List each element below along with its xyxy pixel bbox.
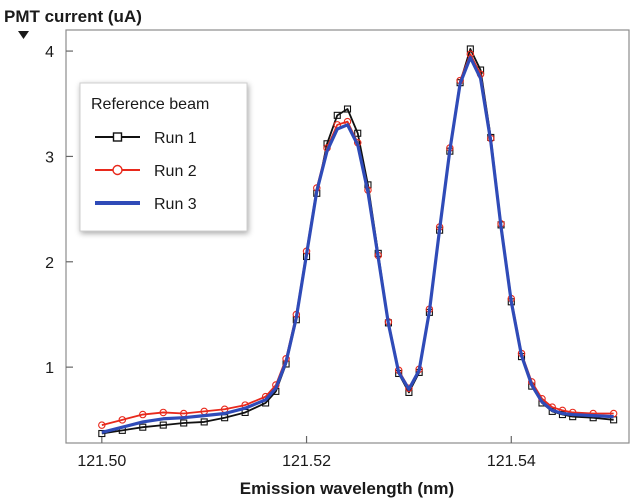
x-axis-title: Emission wavelength (nm) — [240, 479, 454, 498]
data-point-run-1 — [180, 419, 188, 427]
legend-title: Reference beam — [91, 96, 209, 113]
data-point-run-1 — [139, 423, 147, 431]
x-axis-ticks: 121.50 121.52 121.54 — [77, 436, 536, 470]
data-point-run-2 — [118, 416, 127, 424]
series-layer — [98, 45, 618, 438]
y-tick-label: 4 — [45, 44, 54, 61]
legend-label-run-3: Run 3 — [154, 196, 197, 213]
data-point-run-2 — [159, 408, 167, 417]
data-point-run-1 — [98, 429, 106, 438]
data-point-run-1 — [466, 45, 474, 53]
x-tick-label: 121.52 — [282, 453, 331, 470]
legend-label-run-2: Run 2 — [154, 163, 197, 180]
y-axis-arrow-icon — [18, 31, 29, 39]
data-point-run-2 — [405, 384, 413, 392]
plot-area-frame — [65, 29, 630, 444]
data-point-run-1 — [333, 111, 341, 119]
y-tick-label: 2 — [45, 255, 54, 272]
y-axis-title: PMT current (uA) — [4, 7, 142, 26]
legend-box — [79, 82, 248, 232]
series-run-3 — [101, 55, 614, 435]
x-tick-label: 121.50 — [77, 453, 126, 470]
data-point-run-1 — [159, 421, 167, 429]
data-point-run-1 — [343, 105, 352, 113]
legend-label-run-1: Run 1 — [154, 130, 197, 147]
y-tick-label: 3 — [45, 149, 54, 166]
legend-marker-circle-icon — [112, 164, 123, 176]
series-line-run-3 — [101, 55, 614, 435]
y-axis-ticks: 1 2 3 4 — [45, 44, 73, 377]
data-point-run-1 — [354, 129, 362, 137]
data-point-run-1 — [200, 418, 208, 426]
legend-marker-square-icon — [112, 132, 123, 142]
data-point-run-2 — [139, 410, 147, 419]
x-tick-label: 121.54 — [487, 453, 536, 470]
data-point-run-2 — [98, 421, 106, 429]
y-tick-label: 1 — [45, 360, 54, 377]
legend: Reference beam Run 1 Run 2 Run 3 — [79, 82, 248, 232]
